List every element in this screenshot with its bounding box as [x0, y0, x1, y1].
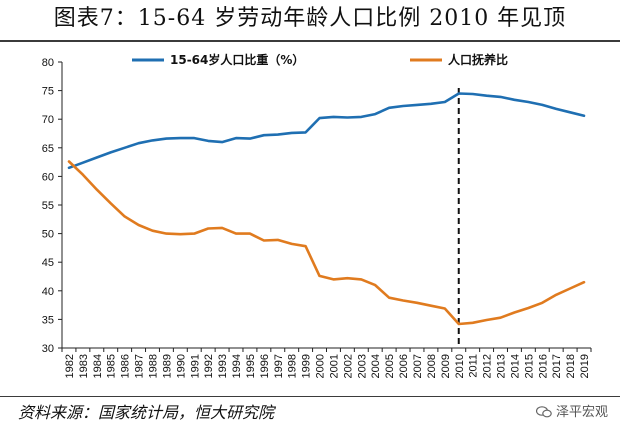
- x-tick-label: 1986: [120, 354, 132, 378]
- x-tick-label: 2011: [468, 354, 480, 378]
- x-tick-label: 1996: [259, 354, 271, 378]
- x-tick-label: 2015: [523, 354, 535, 378]
- y-tick-label: 80: [42, 57, 54, 69]
- source-note: 资料来源：国家统计局，恒大研究院: [18, 403, 275, 422]
- y-tick-label: 40: [42, 286, 54, 298]
- series-layer: [67, 92, 586, 326]
- x-tick-label: 2012: [482, 354, 494, 378]
- x-tick-label: 2010: [454, 354, 466, 378]
- y-tick-label: 45: [42, 257, 54, 269]
- title-divider: [0, 40, 620, 42]
- y-tick-label: 30: [42, 343, 54, 355]
- series-line-1: [67, 92, 586, 170]
- x-tick-label: 2001: [328, 354, 340, 378]
- x-tick-label: 1982: [64, 354, 76, 378]
- x-tick-label: 1999: [301, 354, 313, 378]
- x-tick-label: 1991: [189, 354, 201, 378]
- series-line-2: [67, 160, 586, 326]
- x-tick-label: 2008: [426, 354, 438, 378]
- x-tick-label: 2019: [579, 354, 591, 378]
- legend-label-2: 人口抚养比: [448, 52, 508, 67]
- wechat-icon: [535, 406, 552, 418]
- watermark-text: 泽平宏观: [555, 405, 608, 420]
- legend-label-1: 15-64岁人口比重（%）: [170, 52, 304, 67]
- x-tick-label: 2013: [496, 354, 508, 378]
- x-tick-label: 2009: [440, 354, 452, 378]
- x-tick-label: 1985: [106, 354, 118, 378]
- x-tick-label: 2016: [537, 354, 549, 378]
- x-tick-label: 1987: [134, 354, 146, 378]
- y-axis: 30 35 40 45 50 55 60 65 70 75 80: [42, 57, 63, 355]
- x-tick-label: 1995: [245, 354, 257, 378]
- x-tick-label: 1993: [217, 354, 229, 378]
- x-tick-label: 1990: [175, 354, 187, 378]
- x-tick-label: 1989: [161, 354, 173, 378]
- y-tick-label: 55: [42, 200, 54, 212]
- y-tick-label: 70: [42, 114, 54, 126]
- x-tick-label: 1998: [287, 354, 299, 378]
- x-tick-label: 1983: [78, 354, 90, 378]
- x-tick-label: 2018: [565, 354, 577, 378]
- figure-title: 图表7：15-64 岁劳动年龄人口比例 2010 年见顶: [53, 6, 567, 31]
- x-axis: 1982 1983 1984 1985 1986 1987 1988 1989 1990 1991…: [61, 347, 592, 378]
- x-tick-label: 2000: [315, 354, 327, 378]
- x-tick-label: 2005: [384, 354, 396, 378]
- x-tick-label: 1997: [273, 354, 285, 378]
- x-tick-label: 1992: [203, 354, 215, 378]
- x-tick-label: 2017: [551, 354, 563, 378]
- x-tick-label: 1984: [92, 354, 104, 378]
- y-tick-label: 35: [42, 314, 54, 326]
- legend: 15-64岁人口比重（%） 人口抚养比: [132, 52, 508, 67]
- y-tick-label: 60: [42, 171, 54, 183]
- x-tick-label: 2003: [356, 354, 368, 378]
- y-tick-label: 50: [42, 229, 54, 241]
- y-tick-label: 65: [42, 143, 54, 155]
- x-tick-label: 2007: [412, 354, 424, 378]
- y-tick-label: 75: [42, 86, 54, 98]
- x-tick-label: 2006: [398, 354, 410, 378]
- x-tick-label: 2004: [370, 354, 382, 378]
- x-tick-label: 2002: [342, 354, 354, 378]
- watermark: 泽平宏观: [535, 402, 608, 424]
- footer-divider: [0, 396, 620, 397]
- x-tick-label: 1994: [231, 354, 243, 378]
- x-tick-label: 2014: [509, 354, 521, 378]
- x-tick-label: 1988: [147, 354, 159, 378]
